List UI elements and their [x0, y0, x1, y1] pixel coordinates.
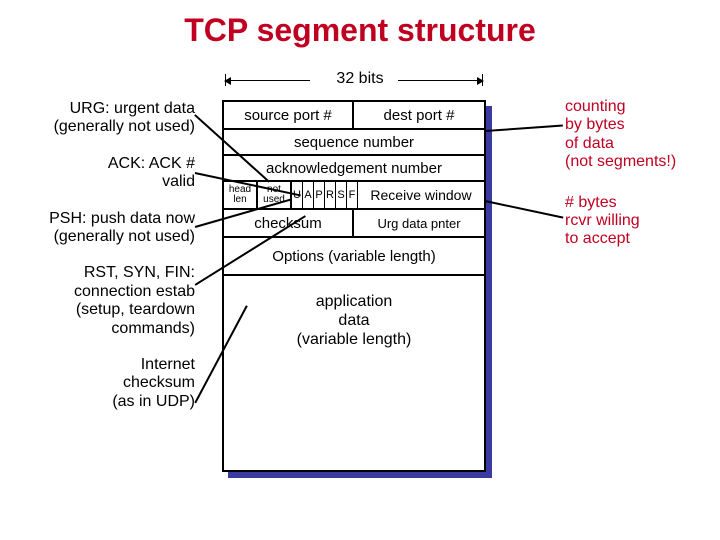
annotation-text: (as in UDP) [112, 393, 195, 410]
annotation-text: ACK: ACK # [108, 155, 195, 172]
annotation-text: connection estab [74, 283, 195, 300]
callout-line [485, 200, 564, 218]
app-data-text: data [338, 312, 369, 329]
annotation-text: Internet [141, 356, 195, 373]
bits-arrow-right [398, 80, 478, 81]
annotation-text: rcvr willing [565, 212, 640, 229]
field-options: Options (variable length) [224, 238, 484, 276]
annotation-text: (not segments!) [565, 153, 676, 170]
annotation-checksum: Internet checksum (as in UDP) [10, 356, 195, 411]
annotation-text: valid [162, 173, 195, 190]
annotation-text: # bytes [565, 194, 617, 211]
flag-r: R [325, 182, 336, 208]
field-checksum: checksum [224, 210, 354, 236]
app-data-text: (variable length) [297, 331, 412, 348]
segment-box: source port # dest port # sequence numbe… [222, 100, 486, 472]
field-receive-window: Receive window [358, 182, 484, 208]
annotation-text: checksum [123, 374, 195, 391]
callout-line [485, 125, 563, 132]
field-application-data: application data (variable length) [224, 292, 484, 350]
annotation-urg: URG: urgent data (generally not used) [10, 100, 195, 137]
bits-width-label: 32 bits [0, 70, 720, 88]
annotation-text: counting [565, 98, 626, 115]
row-ports: source port # dest port # [224, 102, 484, 130]
field-ack-number: acknowledgement number [224, 156, 484, 182]
annotation-ack: ACK: ACK # valid [10, 155, 195, 192]
annotation-sequence-bytes: counting by bytes of data (not segments!… [565, 98, 710, 172]
row-checksum-urg: checksum Urg data pnter [224, 210, 484, 238]
right-annotation-column: counting by bytes of data (not segments!… [565, 98, 710, 271]
slide-title: TCP segment structure [0, 12, 720, 49]
flag-s: S [336, 182, 347, 208]
annotation-text: of data [565, 135, 614, 152]
bits-tick-left [225, 74, 226, 86]
annotation-text: by bytes [565, 116, 625, 133]
annotation-text: (setup, teardown [76, 301, 195, 318]
annotation-psh: PSH: push data now (generally not used) [10, 210, 195, 247]
app-data-text: application [316, 293, 393, 310]
field-sequence-number: sequence number [224, 130, 484, 156]
annotation-text: RST, SYN, FIN: [84, 264, 195, 281]
field-source-port: source port # [224, 102, 354, 128]
left-annotation-column: URG: urgent data (generally not used) AC… [10, 100, 195, 429]
annotation-text: to accept [565, 230, 630, 247]
annotation-receive-window: # bytes rcvr willing to accept [565, 194, 710, 249]
bits-tick-right [482, 74, 483, 86]
annotation-text: PSH: push data now [49, 210, 195, 227]
flag-f: F [347, 182, 358, 208]
bits-arrow-left [230, 80, 310, 81]
segment-diagram: source port # dest port # sequence numbe… [222, 100, 486, 472]
flag-a: A [303, 182, 314, 208]
annotation-rst-syn-fin: RST, SYN, FIN: connection estab (setup, … [10, 264, 195, 338]
flag-p: P [314, 182, 325, 208]
annotation-text: URG: urgent data [70, 100, 195, 117]
annotation-text: (generally not used) [54, 228, 195, 245]
field-dest-port: dest port # [354, 102, 484, 128]
field-urg-pointer: Urg data pnter [354, 210, 484, 236]
annotation-text: (generally not used) [54, 118, 195, 135]
annotation-text: commands) [111, 320, 195, 337]
